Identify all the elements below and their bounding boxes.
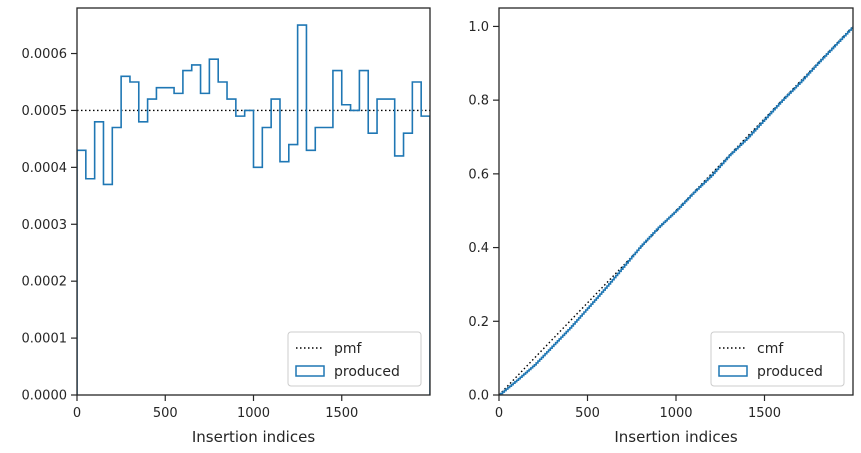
legend-label-cmf: cmf [757,341,784,357]
y-tick-label: 0.4 [468,241,489,256]
legend: pmf produced [287,331,422,387]
y-tick-label: 0.0 [468,389,489,404]
series-produced [77,24,430,395]
plot-area [77,24,430,395]
x-tick-label: 0 [495,406,503,421]
y-tick-label: 1.0 [468,20,489,35]
y-tick-label: 0.0003 [22,218,68,233]
legend-box [710,331,845,387]
x-axis-label: Insertion indices [614,428,737,446]
pmf-chart: 0 500 1000 1500 0.0000 0.0001 0.0002 0.0003 0.00… [22,7,431,446]
plot-area [499,25,853,395]
x-axis-label: Insertion indices [192,428,315,446]
legend-label-pmf: pmf [334,341,363,357]
x-tick-label: 1500 [325,406,358,421]
x-tick-label: 1000 [659,406,692,421]
y-tick-label: 0.0004 [22,161,68,176]
y-tick-label: 0.0006 [22,47,68,62]
series-produced [499,26,853,395]
legend-label-produced: produced [334,364,400,380]
cmf-chart: 0 500 1000 1500 0.0 0.2 0.4 0.6 0.8 1.0 Insertion … [468,7,854,446]
y-tick-label: 0.6 [468,167,489,182]
x-tick-label: 1000 [237,406,270,421]
y-tick-label: 0.2 [468,315,489,330]
y-tick-label: 0.0005 [22,104,68,119]
y-tick-label: 0.0000 [22,389,68,404]
x-tick-label: 1500 [748,406,781,421]
series-cmf [499,25,853,395]
y-tick-label: 0.0001 [22,332,68,347]
x-tick-label: 0 [73,406,81,421]
legend: cmf produced [710,331,845,387]
x-tick-label: 500 [153,406,178,421]
legend-swatch-produced [718,365,748,377]
y-tick-label: 0.0002 [22,275,68,290]
legend-label-produced: produced [757,364,823,380]
legend-swatch-produced [295,365,325,377]
legend-box [287,331,422,387]
x-tick-label: 500 [575,406,600,421]
y-tick-label: 0.8 [468,94,489,109]
